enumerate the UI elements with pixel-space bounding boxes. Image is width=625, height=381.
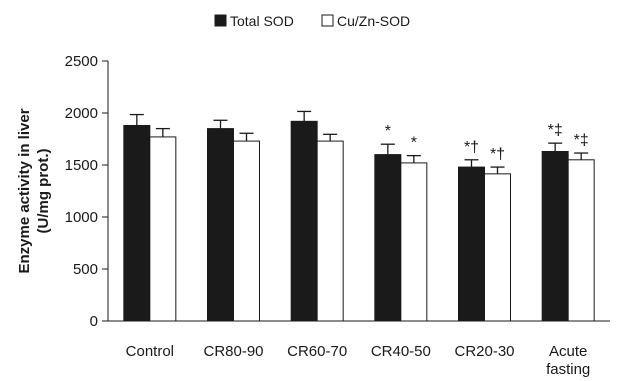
bar-cuzn-sod <box>400 162 428 322</box>
bar-cuzn-sod <box>149 136 177 322</box>
significance-marker: * <box>385 123 391 140</box>
bar-cuzn-sod <box>233 140 260 322</box>
x-tick-label-line: CR20-30 <box>454 343 514 360</box>
bar-cuzn-sod <box>316 140 344 322</box>
bar-total-sod <box>290 120 318 322</box>
y-tick-label: 1000 <box>65 209 98 226</box>
bar-total-sod <box>123 124 151 322</box>
x-tick-label: CR60-70 <box>287 343 347 360</box>
x-tick-label-line: CR60-70 <box>287 343 347 360</box>
legend-swatch <box>214 14 227 27</box>
x-tick-label-line: CR80-90 <box>203 343 263 360</box>
y-tick-label: 0 <box>90 313 98 330</box>
y-axis-title: Enzyme activity in liver (U/mg prot.) <box>16 108 52 273</box>
significance-marker: *† <box>464 139 479 156</box>
significance-marker: *† <box>490 146 505 163</box>
bars: * * *† *† *‡ *‡ <box>123 110 595 322</box>
y-tick-label: 500 <box>73 261 98 278</box>
y-tick-label: 2000 <box>65 105 98 122</box>
y-tick-label: 1500 <box>65 157 98 174</box>
bar-total-sod <box>207 128 234 322</box>
significance-marker: *‡ <box>548 122 563 139</box>
legend: Total SOD Cu/Zn-SOD <box>214 13 410 29</box>
legend-label: Total SOD <box>230 13 294 29</box>
x-tick-label-line: Acute <box>549 343 587 360</box>
bar-total-sod <box>458 166 485 322</box>
bar-total-sod <box>541 150 569 322</box>
bar-cuzn-sod <box>567 159 595 322</box>
x-axis-labels: Control CR80-90 CR60-70 CR40-50 CR20-30 Acute… <box>126 343 591 378</box>
axes: 0 500 1000 1500 2000 2500 <box>65 53 610 330</box>
bar-total-sod <box>374 154 402 322</box>
significance-marker: *‡ <box>574 132 589 149</box>
x-tick-label-line: Control <box>126 343 174 360</box>
legend-swatch <box>321 14 334 27</box>
x-tick-label-line: CR40-50 <box>371 343 431 360</box>
y-axis-title-line: Enzyme activity in liver <box>16 108 33 273</box>
legend-label: Cu/Zn-SOD <box>337 13 410 29</box>
x-tick-label: Control <box>126 343 174 360</box>
y-axis-label: Enzyme activity in liver (U/mg prot.) <box>16 108 52 273</box>
x-tick-label: CR20-30 <box>454 343 514 360</box>
y-tick-label: 2500 <box>65 53 98 70</box>
significance-marker: * <box>411 135 417 152</box>
y-axis-title-line: (U/mg prot.) <box>35 149 52 234</box>
x-tick-label: CR80-90 <box>203 343 263 360</box>
bar-cuzn-sod <box>484 173 511 322</box>
x-tick-label: Acute fasting <box>546 343 590 378</box>
x-tick-label: CR40-50 <box>371 343 431 360</box>
x-tick-label-line: fasting <box>546 361 590 378</box>
